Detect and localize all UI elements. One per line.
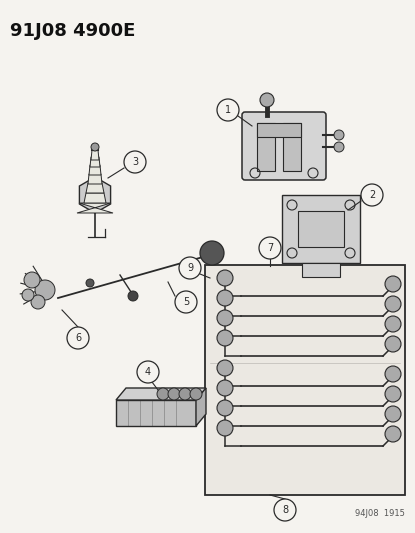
Bar bbox=[302, 263, 340, 277]
Circle shape bbox=[385, 386, 401, 402]
Circle shape bbox=[200, 241, 224, 265]
Bar bbox=[282, 195, 360, 263]
Circle shape bbox=[137, 361, 159, 383]
Bar bbox=[257, 123, 275, 171]
Bar bbox=[205, 265, 405, 495]
Circle shape bbox=[124, 151, 146, 173]
Circle shape bbox=[385, 366, 401, 382]
Text: 5: 5 bbox=[183, 297, 189, 307]
Circle shape bbox=[91, 143, 99, 151]
Text: 1: 1 bbox=[225, 105, 231, 115]
Bar bbox=[298, 211, 344, 247]
Text: 3: 3 bbox=[132, 157, 138, 167]
Polygon shape bbox=[77, 203, 113, 213]
Circle shape bbox=[35, 280, 55, 300]
Polygon shape bbox=[90, 157, 100, 167]
Circle shape bbox=[168, 388, 180, 400]
Circle shape bbox=[385, 336, 401, 352]
Circle shape bbox=[385, 296, 401, 312]
Polygon shape bbox=[88, 174, 102, 184]
Circle shape bbox=[22, 289, 34, 301]
Circle shape bbox=[385, 406, 401, 422]
Bar bbox=[257, 123, 301, 137]
Circle shape bbox=[190, 388, 202, 400]
Circle shape bbox=[274, 499, 296, 521]
Circle shape bbox=[385, 276, 401, 292]
Circle shape bbox=[217, 270, 233, 286]
Polygon shape bbox=[89, 165, 101, 175]
Circle shape bbox=[361, 184, 383, 206]
Text: 4: 4 bbox=[145, 367, 151, 377]
FancyBboxPatch shape bbox=[242, 112, 326, 180]
Polygon shape bbox=[84, 193, 106, 203]
Circle shape bbox=[217, 360, 233, 376]
Circle shape bbox=[86, 279, 94, 287]
Polygon shape bbox=[116, 400, 196, 426]
Circle shape bbox=[385, 426, 401, 442]
Text: 9: 9 bbox=[187, 263, 193, 273]
Text: 6: 6 bbox=[75, 333, 81, 343]
Circle shape bbox=[217, 380, 233, 396]
Circle shape bbox=[31, 295, 45, 309]
Circle shape bbox=[175, 291, 197, 313]
Circle shape bbox=[217, 310, 233, 326]
Circle shape bbox=[259, 237, 281, 259]
Circle shape bbox=[67, 327, 89, 349]
Circle shape bbox=[217, 330, 233, 346]
Text: 2: 2 bbox=[369, 190, 375, 200]
Circle shape bbox=[217, 99, 239, 121]
Text: 91J08 4900E: 91J08 4900E bbox=[10, 22, 135, 40]
Polygon shape bbox=[86, 183, 104, 193]
Polygon shape bbox=[91, 150, 99, 160]
Polygon shape bbox=[79, 177, 110, 213]
Circle shape bbox=[385, 316, 401, 332]
Circle shape bbox=[179, 388, 191, 400]
Circle shape bbox=[217, 400, 233, 416]
Text: 7: 7 bbox=[267, 243, 273, 253]
Polygon shape bbox=[116, 388, 206, 400]
Circle shape bbox=[334, 130, 344, 140]
Polygon shape bbox=[196, 388, 206, 426]
Circle shape bbox=[128, 291, 138, 301]
Circle shape bbox=[217, 420, 233, 436]
Circle shape bbox=[217, 290, 233, 306]
Circle shape bbox=[24, 272, 40, 288]
Circle shape bbox=[260, 93, 274, 107]
Text: 8: 8 bbox=[282, 505, 288, 515]
Circle shape bbox=[179, 257, 201, 279]
Bar bbox=[283, 123, 301, 171]
Circle shape bbox=[157, 388, 169, 400]
Text: 94J08  1915: 94J08 1915 bbox=[355, 509, 405, 518]
Circle shape bbox=[334, 142, 344, 152]
